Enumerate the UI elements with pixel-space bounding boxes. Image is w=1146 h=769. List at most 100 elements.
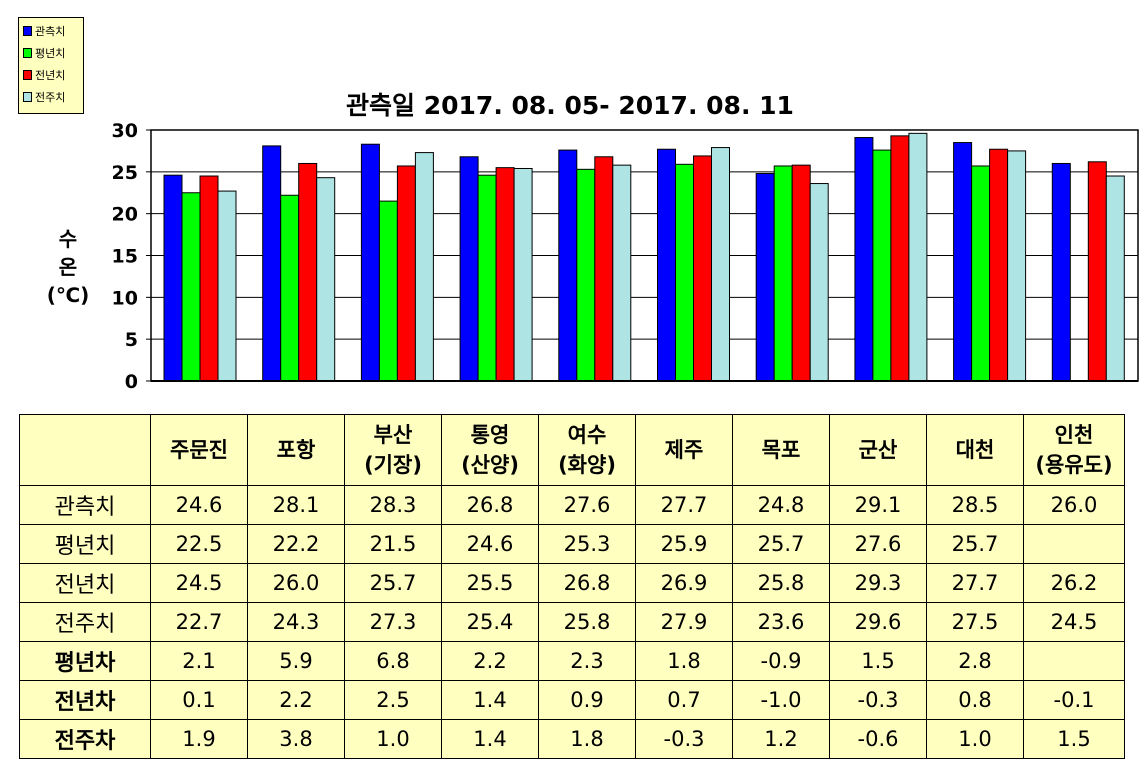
- legend-label: 관측치: [35, 25, 66, 38]
- legend-item: 전주치: [23, 88, 65, 106]
- table-cell: 26.2: [1023, 563, 1125, 603]
- bar: [1105, 175, 1125, 382]
- table-column-header: 제주: [635, 414, 733, 486]
- table-cell: 1.2: [732, 719, 830, 759]
- table-cell: 25.7: [926, 524, 1024, 564]
- legend-label: 전주치: [35, 91, 66, 104]
- table-row: 평년치 22.5 22.2 21.5 24.6 25.3 25.9 25.7 27.6 25.7: [19, 524, 1125, 564]
- table-cell: 0.7: [635, 680, 733, 720]
- table-cell: 22.7: [150, 602, 248, 642]
- table-cell: 24.6: [150, 485, 248, 525]
- bar: [1051, 162, 1071, 382]
- column-header-line: 여수: [567, 423, 607, 447]
- table-cell: 25.7: [732, 524, 830, 564]
- table-cell: 0.9: [538, 680, 636, 720]
- column-header-line: (산양): [461, 453, 519, 477]
- table-row: 전년치 24.5 26.0 25.7 25.5 26.8 26.9 25.8 29.3 27.7 2…: [19, 563, 1125, 603]
- y-tick-label: 25: [112, 162, 138, 184]
- chart-legend: 관측치 평년치 전년치 전주치: [18, 17, 84, 114]
- y-tick-label: 10: [112, 287, 138, 309]
- table-cell: 28.5: [926, 485, 1024, 525]
- legend-swatch: [23, 48, 32, 58]
- bar: [163, 174, 183, 382]
- table-column-header: 인천 (용유도): [1023, 414, 1125, 486]
- row-label: 관측치: [19, 485, 151, 525]
- row-label: 평년차: [19, 641, 151, 681]
- table-body: 관측치 24.6 28.1 28.3 26.8 27.6 27.7 24.8 29.1 28.5 2…: [19, 485, 1125, 759]
- bar: [693, 155, 712, 382]
- bar-chart: 0 5 10 15 20 25 30: [112, 120, 1139, 393]
- column-header-line: 군산: [858, 438, 898, 462]
- table-cell: 1.0: [926, 719, 1024, 759]
- row-label: 평년치: [19, 524, 151, 564]
- table-cell: -0.9: [732, 641, 830, 681]
- bar: [495, 167, 515, 382]
- bar: [953, 142, 973, 382]
- table-cell: 0.1: [150, 680, 248, 720]
- table-cell: 2.3: [538, 641, 636, 681]
- bar: [217, 190, 237, 382]
- bar: [755, 173, 775, 382]
- table-row: 평년차 2.1 5.9 6.8 2.2 2.3 1.8 -0.9 1.5 2.8: [19, 641, 1125, 681]
- bar: [181, 192, 201, 382]
- table-cell: 25.8: [538, 602, 636, 642]
- data-table: 주문진 포항 부산 (기장) 통영 (산양) 여수 (화양) 제주 목포 군산 대천 인천 (용유도) 관…: [19, 414, 1125, 759]
- bar: [477, 174, 497, 382]
- bar: [298, 162, 318, 382]
- table-cell: 1.0: [344, 719, 442, 759]
- column-header-line: 대천: [955, 438, 995, 462]
- table-cell: 2.1: [150, 641, 248, 681]
- table-cell: 1.5: [829, 641, 927, 681]
- column-header-line: 제주: [664, 438, 704, 462]
- table-cell: 21.5: [344, 524, 442, 564]
- table-cell: 27.7: [635, 485, 733, 525]
- table-column-header: 주문진: [150, 414, 248, 486]
- bar: [971, 165, 991, 382]
- table-cell: 1.8: [635, 641, 733, 681]
- bar: [1007, 150, 1027, 382]
- table-cell: 27.9: [635, 602, 733, 642]
- table-column-header: 여수 (화양): [538, 414, 636, 486]
- row-label: 전년치: [19, 563, 151, 603]
- table-column-header: 포항: [247, 414, 345, 486]
- y-tick-label: 20: [112, 204, 138, 226]
- bar: [280, 194, 300, 382]
- column-header-line: (용유도): [1035, 453, 1113, 477]
- bar: [558, 149, 578, 382]
- bar: [396, 165, 416, 382]
- table-cell: 26.9: [635, 563, 733, 603]
- legend-item: 전년치: [23, 66, 65, 84]
- legend-swatch: [23, 26, 32, 36]
- table-corner-cell: [19, 414, 151, 486]
- table-cell: 2.2: [441, 641, 539, 681]
- table-cell: 24.5: [150, 563, 248, 603]
- column-header-line: 목포: [761, 438, 801, 462]
- bar: [791, 164, 811, 382]
- y-tick-label: 5: [125, 329, 138, 351]
- table-cell: 27.5: [926, 602, 1024, 642]
- table-cell: 28.1: [247, 485, 345, 525]
- bar: [360, 143, 380, 382]
- bar: [657, 148, 676, 382]
- y-axis-title: 수 온 (℃): [44, 225, 92, 309]
- y-axis-title-line: 수: [58, 227, 78, 251]
- table-cell: 1.5: [1023, 719, 1125, 759]
- y-tick-label: 0: [125, 371, 138, 393]
- table-cell: 6.8: [344, 641, 442, 681]
- table-column-header: 통영 (산양): [441, 414, 539, 486]
- bar: [773, 165, 793, 382]
- table-cell: -0.1: [1023, 680, 1125, 720]
- legend-item: 관측치: [23, 22, 65, 40]
- bar: [612, 164, 632, 382]
- bar: [414, 152, 434, 382]
- table-cell: 2.8: [926, 641, 1024, 681]
- table-cell: 26.0: [247, 563, 345, 603]
- bar: [459, 156, 479, 382]
- bar: [378, 200, 398, 382]
- table-cell: 25.3: [538, 524, 636, 564]
- table-cell: -0.3: [635, 719, 733, 759]
- table-cell: 25.5: [441, 563, 539, 603]
- table-cell: 26.8: [441, 485, 539, 525]
- row-label: 전주치: [19, 602, 151, 642]
- column-header-line: (기장): [364, 453, 422, 477]
